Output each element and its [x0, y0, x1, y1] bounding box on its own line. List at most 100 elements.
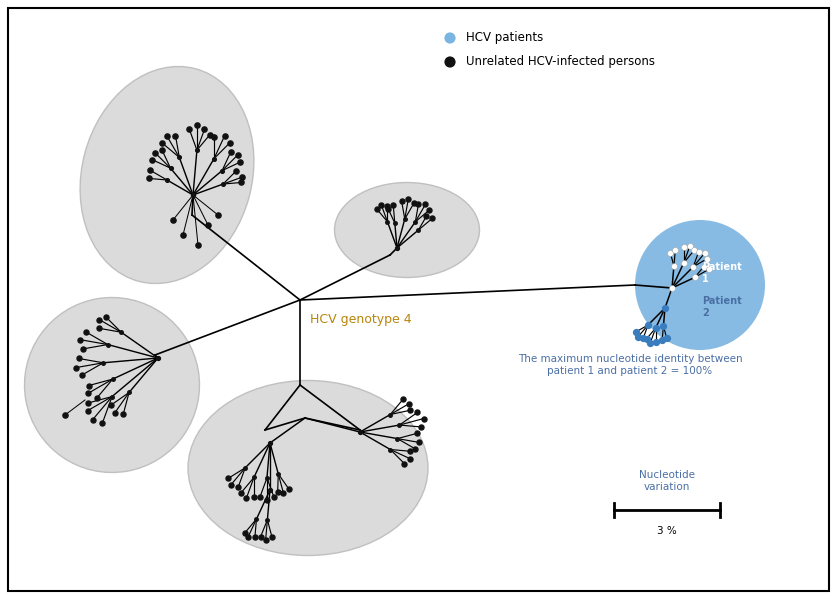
Point — [248, 532, 262, 541]
Point — [81, 398, 94, 408]
Point — [211, 210, 224, 220]
Point — [640, 320, 654, 330]
Point — [115, 328, 128, 337]
Point — [190, 146, 203, 155]
Point — [267, 492, 280, 501]
Point — [223, 148, 237, 158]
Point — [235, 173, 248, 182]
Point — [668, 246, 681, 255]
Point — [636, 333, 650, 343]
Point — [182, 125, 196, 134]
Point — [207, 132, 221, 141]
Point — [418, 199, 431, 209]
Point — [247, 492, 260, 502]
Point — [166, 215, 180, 225]
Point — [263, 485, 277, 495]
Point — [411, 199, 425, 209]
Point — [660, 334, 673, 343]
Point — [258, 535, 272, 544]
Point — [686, 246, 700, 255]
Point — [640, 334, 653, 343]
Point — [630, 332, 644, 342]
Point — [241, 533, 254, 542]
Text: HCV patients: HCV patients — [466, 32, 543, 44]
Text: The maximum nucleotide identity between
patient 1 and patient 2 = 100%: The maximum nucleotide identity between … — [517, 354, 742, 376]
Point — [59, 410, 72, 420]
Point — [201, 220, 215, 230]
Point — [238, 528, 252, 537]
Text: Patient
1: Patient 1 — [701, 262, 741, 284]
Point — [238, 463, 252, 473]
Point — [700, 254, 713, 264]
Point — [390, 243, 403, 253]
Point — [655, 335, 668, 344]
Point — [93, 315, 106, 325]
Point — [155, 138, 169, 148]
Ellipse shape — [80, 66, 253, 283]
Point — [648, 337, 661, 347]
Point — [629, 327, 642, 337]
Point — [396, 394, 410, 404]
Point — [443, 58, 456, 67]
Point — [224, 480, 237, 489]
Point — [222, 138, 236, 148]
Point — [412, 438, 426, 447]
Point — [425, 214, 438, 223]
Point — [398, 214, 411, 224]
Point — [207, 154, 221, 164]
Point — [260, 473, 273, 483]
Point — [74, 371, 88, 380]
Point — [383, 410, 396, 419]
Point — [105, 392, 119, 401]
Point — [422, 205, 436, 215]
Ellipse shape — [24, 298, 199, 473]
Point — [419, 211, 432, 221]
Point — [392, 420, 405, 430]
Point — [395, 196, 408, 206]
Point — [217, 131, 231, 141]
Point — [96, 358, 110, 368]
Point — [353, 427, 366, 437]
Point — [142, 174, 155, 183]
Point — [86, 415, 99, 424]
Point — [190, 120, 203, 130]
Point — [217, 179, 230, 189]
Point — [402, 399, 415, 409]
Point — [663, 248, 676, 258]
Point — [160, 131, 173, 141]
Point — [403, 446, 416, 456]
Point — [386, 201, 400, 210]
Point — [380, 217, 394, 226]
Point — [253, 492, 267, 501]
Point — [648, 323, 661, 332]
Text: HCV genotype 4: HCV genotype 4 — [309, 313, 411, 326]
Point — [383, 444, 396, 454]
Point — [381, 204, 395, 213]
Point — [375, 200, 388, 210]
Point — [414, 422, 427, 432]
Point — [406, 199, 420, 208]
Point — [658, 303, 671, 313]
Point — [145, 155, 159, 165]
Point — [101, 340, 115, 349]
Point — [277, 488, 290, 498]
Point — [122, 388, 135, 397]
Point — [234, 488, 247, 498]
Point — [249, 514, 263, 524]
Ellipse shape — [334, 183, 479, 277]
Point — [676, 258, 690, 267]
Point — [176, 230, 190, 240]
Point — [143, 165, 156, 175]
Point — [161, 176, 174, 185]
Point — [232, 482, 245, 491]
Text: 3 %: 3 % — [656, 526, 676, 536]
Point — [260, 515, 273, 525]
Ellipse shape — [188, 380, 427, 555]
Circle shape — [635, 220, 764, 350]
Point — [239, 494, 252, 503]
Point — [410, 408, 424, 418]
Point — [116, 409, 130, 419]
Point — [79, 327, 93, 337]
Point — [69, 363, 82, 373]
Point — [686, 262, 699, 271]
